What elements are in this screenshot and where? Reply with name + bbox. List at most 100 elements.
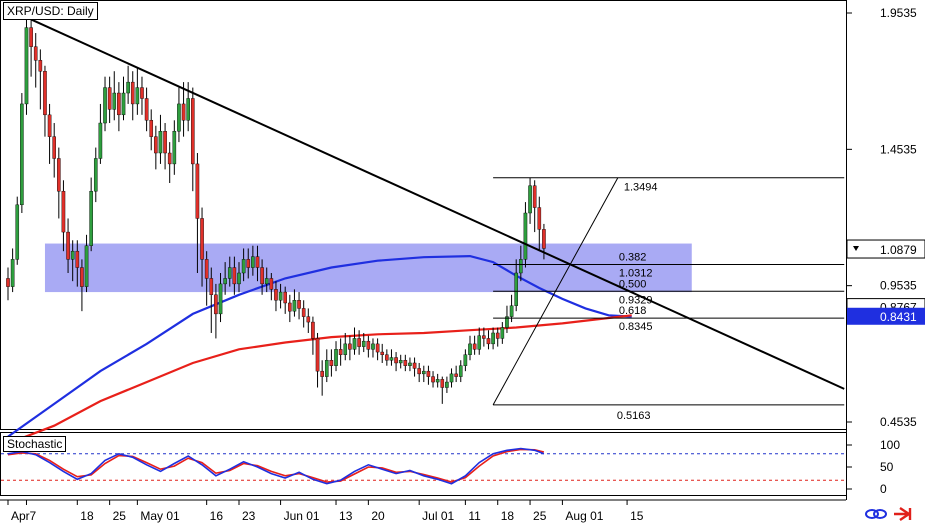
candle	[80, 259, 84, 312]
candle-body	[269, 278, 274, 290]
candle	[431, 371, 435, 388]
candle-body	[227, 267, 232, 279]
x-tick-label: 15	[630, 509, 644, 523]
resistance-zone	[44, 243, 692, 293]
link-icon[interactable]	[865, 509, 887, 519]
stochastic-tick-label: 100	[880, 438, 900, 452]
candle-body	[519, 259, 523, 274]
price-tag-bg	[847, 307, 925, 325]
candle	[158, 114, 163, 164]
candle-body	[463, 354, 468, 366]
candle	[398, 354, 403, 369]
candle-body	[204, 259, 209, 279]
candle-body	[403, 360, 408, 366]
candle-body	[334, 349, 338, 366]
candle	[107, 76, 112, 124]
candle-body	[264, 278, 269, 285]
x-tick-label: 25	[533, 509, 547, 523]
candle	[61, 180, 66, 252]
candle-body	[61, 190, 66, 233]
candle-body	[232, 267, 237, 285]
candle	[144, 87, 149, 132]
candle-body	[15, 204, 20, 260]
candle	[264, 267, 269, 293]
candle	[57, 147, 61, 219]
price-tag-label: 0.8431	[880, 310, 917, 324]
candle	[246, 248, 251, 279]
candle	[209, 267, 214, 333]
fib-high-label: 1.3494	[624, 182, 658, 194]
stochastic-panel-frame	[0, 432, 847, 496]
candle-body	[352, 338, 357, 350]
candle	[135, 68, 140, 115]
candle	[89, 177, 93, 252]
arrow-icon[interactable]	[894, 507, 912, 521]
x-tick-label: 23	[242, 509, 256, 523]
candle-body	[329, 360, 334, 366]
candle	[519, 245, 523, 282]
candle-body	[172, 131, 177, 165]
candle	[6, 267, 10, 301]
candle-body	[357, 338, 361, 347]
candle-body	[98, 122, 103, 159]
candle	[84, 234, 89, 293]
candle	[167, 142, 172, 184]
x-tick-label: 18	[501, 509, 515, 523]
candle-body	[43, 71, 47, 116]
candle-body	[38, 60, 43, 72]
candle	[204, 251, 209, 306]
candle-body	[33, 46, 38, 61]
candle-body	[158, 131, 163, 154]
candle	[190, 87, 195, 192]
price-tag-label: 1.0879	[880, 243, 917, 257]
candle	[70, 240, 75, 282]
candle-body	[144, 98, 149, 121]
candle	[181, 82, 186, 137]
toolbar-icons	[865, 507, 912, 521]
candle-body	[209, 278, 214, 296]
candle-body	[523, 212, 528, 260]
candle	[528, 177, 532, 224]
candle	[214, 283, 218, 339]
candle	[352, 327, 357, 355]
candle	[33, 33, 38, 88]
candle-body	[440, 379, 445, 388]
candle-body	[338, 349, 343, 355]
candle	[251, 245, 255, 276]
x-tick-label: 16	[210, 509, 224, 523]
candle-body	[24, 27, 29, 105]
candle	[20, 93, 24, 214]
x-tick-label: Aug 01	[565, 509, 603, 523]
candle-body	[458, 365, 463, 377]
candle	[449, 368, 454, 388]
candle	[126, 65, 130, 104]
candle-body	[514, 272, 518, 306]
candle-body	[130, 81, 135, 105]
candle-body	[343, 343, 348, 355]
candle-body	[385, 354, 389, 361]
candle	[29, 19, 33, 77]
candle	[301, 300, 306, 328]
candle-body	[278, 291, 283, 301]
x-axis-labels: Apr 7 18 25 May 01 16 23 Jun 01 13 20 Jul 01 11 18 25…	[7, 500, 644, 523]
candle-body	[306, 316, 311, 323]
candle-body	[292, 300, 297, 312]
candle-body	[126, 81, 130, 94]
candle-body	[361, 340, 366, 347]
candle-body	[80, 267, 84, 287]
candle-body	[181, 103, 186, 121]
x-tick-label: 18	[80, 509, 94, 523]
fib-value-label: 0.8345	[619, 321, 653, 333]
candle-body	[375, 343, 380, 353]
candle-body	[348, 343, 352, 350]
candle	[121, 76, 126, 121]
candle	[320, 360, 324, 396]
candle-body	[301, 308, 306, 317]
candle-body	[6, 278, 10, 287]
candle-body	[93, 158, 98, 192]
candle	[163, 123, 167, 170]
candle	[274, 281, 278, 312]
candle	[458, 360, 463, 383]
candle-body	[412, 362, 417, 369]
